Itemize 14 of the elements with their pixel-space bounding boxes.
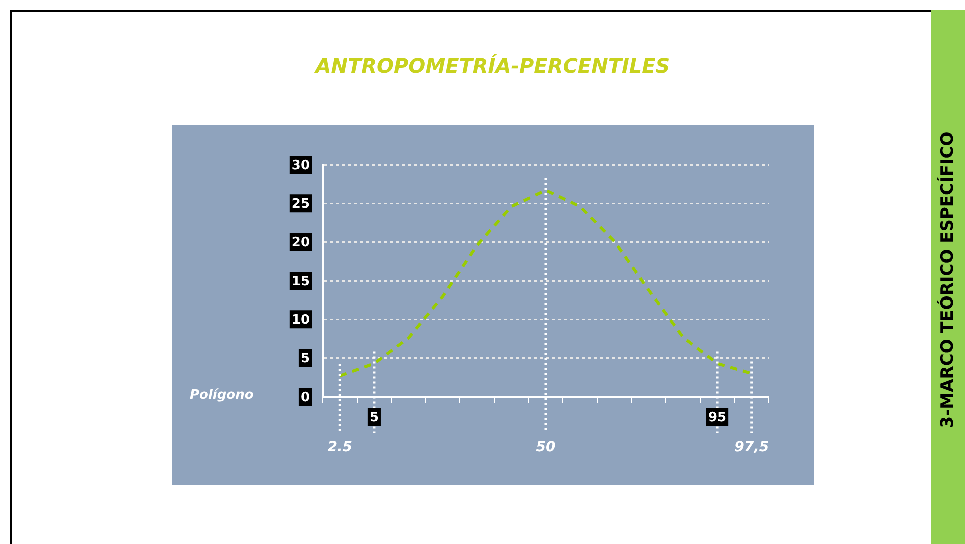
y-tick-label: 30: [292, 158, 310, 174]
x-tick-label: 50: [536, 440, 556, 456]
x-tick-label: 2.5: [328, 440, 353, 456]
y-tick-label: 15: [292, 274, 310, 290]
text: Polígono: [190, 388, 254, 403]
y-tick-label: 20: [292, 236, 310, 251]
x-tick-label: 97,5: [734, 440, 770, 456]
chart-title: ANTROPOMETRÍA-PERCENTILES: [314, 54, 672, 78]
y-tick-label: 10: [292, 313, 310, 328]
text: 3-MARCO TEÓRICO ESPECÍFICO: [938, 132, 958, 428]
y-tick-label: 5: [300, 352, 310, 367]
y-tick-label: 25: [292, 197, 310, 212]
x-tick-label: 95: [708, 410, 727, 426]
y-tick-label: 0: [300, 390, 310, 406]
